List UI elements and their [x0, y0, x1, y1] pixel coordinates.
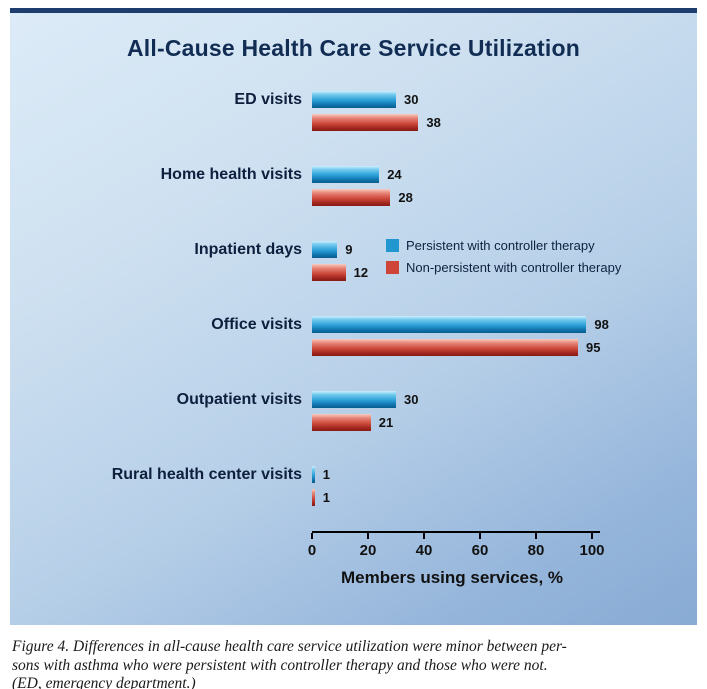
- caption-line-3: (ED, emergency department.): [12, 675, 196, 689]
- legend-swatch-icon: [386, 239, 399, 252]
- bar-non-persistent: [312, 264, 346, 281]
- legend-swatch-icon: [386, 261, 399, 274]
- x-axis-tick-label: 100: [579, 542, 605, 559]
- bar-persistent: [312, 391, 396, 408]
- bar-non-persistent: [312, 114, 419, 131]
- x-axis-tick: [423, 533, 425, 539]
- bar-persistent: [312, 91, 396, 108]
- category-label: ED visits: [234, 91, 302, 108]
- x-axis-tick: [591, 533, 593, 539]
- bar-non-persistent: [312, 339, 578, 356]
- bar-value-label: 1: [322, 490, 331, 505]
- x-axis-tick-label: 0: [307, 542, 317, 559]
- x-axis-tick-label: 40: [415, 542, 433, 559]
- bar-value-label: 30: [404, 392, 419, 407]
- bar-value-label: 38: [426, 115, 441, 130]
- caption-line-1: Figure 4. Differences in all-cause healt…: [12, 638, 567, 655]
- bar-non-persistent: [312, 189, 391, 206]
- bar-persistent: [312, 166, 380, 183]
- category-label: Outpatient visits: [176, 391, 302, 408]
- bar-value-label: 21: [378, 415, 394, 430]
- chart-panel: All-Cause Health Care Service Utilizatio…: [10, 8, 697, 625]
- bar-value-label: 9: [345, 242, 353, 257]
- category-label: Office visits: [211, 316, 302, 333]
- x-axis-title: Members using services, %: [340, 568, 564, 587]
- legend-item: Persistent with controller therapy: [386, 238, 621, 253]
- legend-item: Non-persistent with controller therapy: [386, 260, 622, 275]
- legend-label: Non-persistent with controller therapy: [406, 260, 622, 275]
- bar-value-label: 24: [387, 167, 402, 182]
- category-label: Rural health center visits: [111, 466, 302, 483]
- bar-value-label: 12: [353, 265, 369, 280]
- bar-value-label: 28: [398, 190, 413, 205]
- x-axis-tick-label: 80: [527, 542, 545, 559]
- chart-legend: Persistent with controller therapy Non-pe…: [386, 238, 622, 283]
- category-label: Home health visits: [160, 166, 302, 183]
- caption-line-2: sons with asthma who were persistent wit…: [12, 656, 548, 674]
- bar-value-label: 1: [322, 467, 331, 482]
- category-label: Inpatient days: [194, 241, 302, 258]
- bar-value-label: 98: [594, 317, 609, 332]
- bar-persistent: [312, 466, 315, 483]
- x-axis-tick: [367, 533, 369, 539]
- chart-title: All-Cause Health Care Service Utilizatio…: [126, 35, 580, 61]
- x-axis-tick: [311, 533, 313, 539]
- x-axis-line: [312, 531, 600, 533]
- bar-non-persistent: [312, 489, 315, 506]
- legend-label: Persistent with controller therapy: [406, 238, 595, 253]
- bar-persistent: [312, 316, 587, 333]
- bar-value-label: 95: [586, 340, 601, 355]
- figure-caption: Figure 4. Differences in all-cause healt…: [12, 638, 698, 689]
- x-axis-tick: [535, 533, 537, 539]
- plot-area: ED visits 30 38 Home health visits 24 28 Inpat…: [10, 13, 697, 625]
- bar-persistent: [312, 241, 338, 258]
- x-axis-tick-label: 20: [359, 542, 377, 559]
- x-axis-tick-label: 60: [471, 542, 489, 559]
- bar-value-label: 30: [404, 92, 419, 107]
- bar-non-persistent: [312, 414, 371, 431]
- x-axis-tick: [479, 533, 481, 539]
